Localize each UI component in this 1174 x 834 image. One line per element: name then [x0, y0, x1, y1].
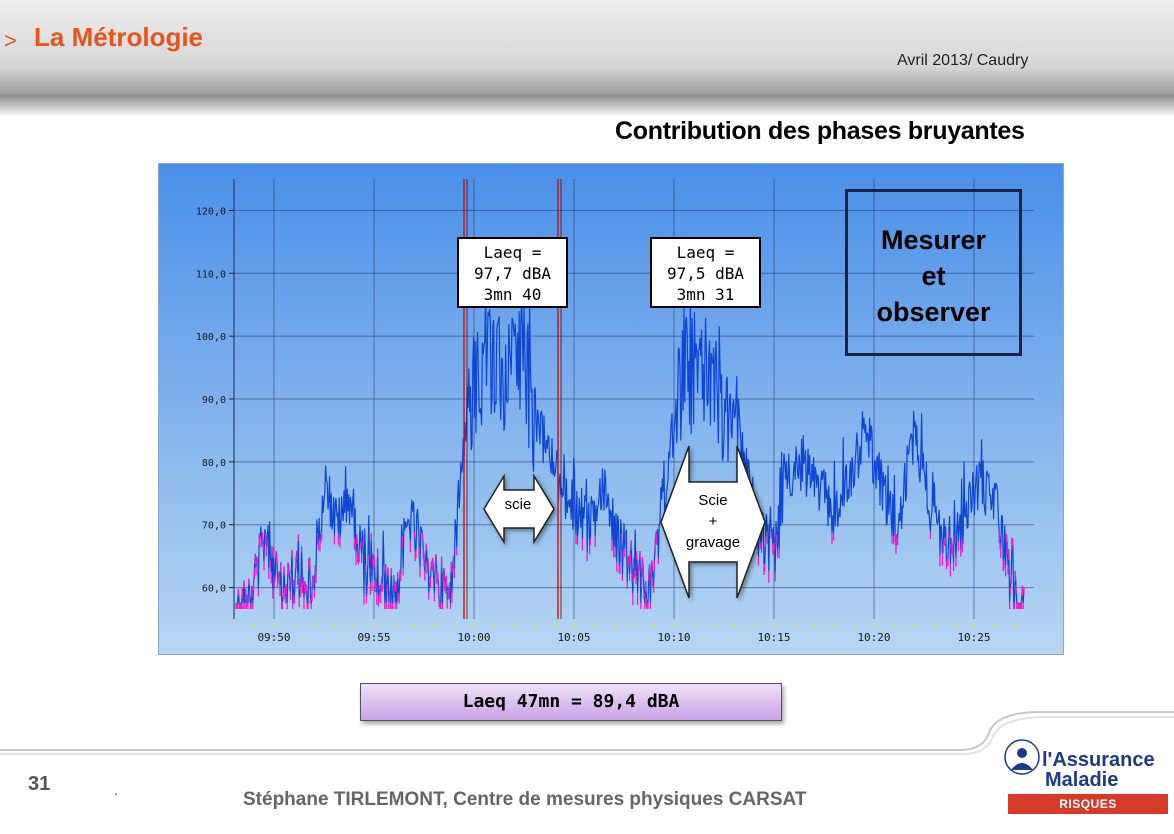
page-number: 31 — [28, 773, 51, 795]
callout-line: 97,7 dBA — [473, 264, 552, 283]
x-tick-label: 10:25 — [957, 631, 990, 644]
y-tick-label: 70,0 — [202, 521, 226, 532]
slide-title: La Métrologie — [34, 22, 204, 52]
laeq-callout-scie: Laeq = 97,7 dBA 3mn 40 — [457, 237, 568, 308]
x-tick-label: 09:50 — [257, 631, 290, 644]
y-tick-label: 120,0 — [196, 206, 226, 217]
callout-line: 3mn 31 — [676, 285, 735, 304]
phase-arrows — [483, 445, 766, 599]
y-tick-label: 90,0 — [202, 395, 226, 406]
y-tick-label: 100,0 — [196, 332, 226, 343]
assurance-maladie-seal-icon — [1004, 739, 1040, 775]
scie-gravage-arrow — [660, 445, 766, 599]
callout-line: 3mn 40 — [483, 285, 542, 304]
logo-subtitle: RISQUES PROFESSIONNELS — [1008, 794, 1168, 831]
callout-line: Laeq = — [483, 243, 542, 262]
callout-line: 97,5 dBA — [666, 264, 745, 283]
arrow-label-line: gravage — [685, 534, 741, 551]
x-tick-label: 10:00 — [457, 631, 490, 644]
header-shadow — [0, 95, 1174, 117]
scie-arrow — [483, 473, 555, 545]
x-tick-label: 10:20 — [857, 631, 890, 644]
x-axis-ticks: 09:50 09:55 10:00 10:05 10:10 10:15 10:20 10:25 — [257, 631, 990, 644]
y-tick-label: 60,0 — [202, 584, 226, 595]
x-tick-label: 10:15 — [757, 631, 790, 644]
slide-header — [0, 0, 1174, 95]
scie-label: scie — [504, 496, 532, 513]
y-axis-ticks: 60,0 70,0 80,0 90,0 100,0 110,0 120,0 — [196, 206, 226, 594]
footer-dot: . — [114, 782, 118, 798]
mesurer-line: Mesurer — [880, 225, 987, 255]
y-tick-label: 80,0 — [202, 458, 226, 469]
footer-author: Stéphane TIRLEMONT, Centre de mesures ph… — [243, 789, 807, 810]
noise-chart: 60,0 70,0 80,0 90,0 100,0 110,0 120,0 09:50 09:… — [158, 163, 1064, 655]
arrow-label-line: Scie — [698, 492, 728, 509]
x-tick-label: 10:05 — [557, 631, 590, 644]
logo-name-line1: l'Assurance — [1042, 749, 1155, 771]
footer-curve — [0, 711, 1174, 755]
title-marker: > — [4, 28, 17, 53]
arrow-label-line: + — [708, 513, 718, 530]
mesurer-line: observer — [876, 297, 991, 327]
callout-line: Laeq = — [676, 243, 735, 262]
slide-date: Avril 2013/ Caudry — [897, 52, 1029, 69]
logo-name-line2: Maladie — [1045, 769, 1119, 791]
chart-title: Contribution des phases bruyantes — [615, 117, 1025, 145]
mesurer-observer-box: Mesurer et observer — [845, 189, 1022, 356]
logo-name: l'Assurance Maladie — [1042, 750, 1155, 790]
y-tick-label: 110,0 — [196, 269, 226, 280]
laeq-callout-scie-gravage: Laeq = 97,5 dBA 3mn 31 — [650, 237, 761, 308]
x-tick-label: 10:10 — [657, 631, 690, 644]
noise-series — [235, 287, 1025, 609]
mesurer-line: et — [921, 261, 946, 291]
x-tick-label: 09:55 — [357, 631, 390, 644]
laeq-total-box: Laeq 47mn = 89,4 dBA — [360, 683, 782, 721]
scie-gravage-label: Scie + gravage — [663, 490, 763, 553]
